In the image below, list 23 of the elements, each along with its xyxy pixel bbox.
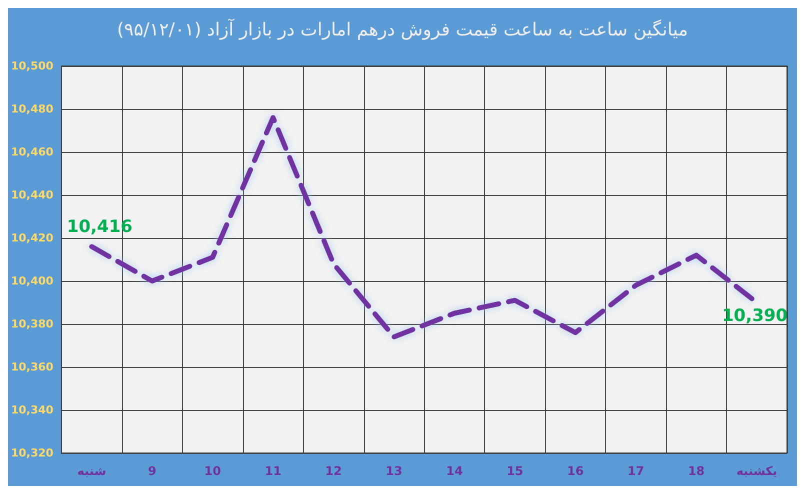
x-tick-label: 15 — [506, 464, 524, 478]
x-tick-label: 16 — [567, 464, 584, 478]
x-tick-label: 9 — [148, 464, 156, 478]
x-tick-label: 13 — [386, 464, 402, 478]
x-tick-label: 11 — [264, 464, 282, 478]
x-tick-label: 17 — [627, 464, 644, 478]
chart-title: میانگین ساعت به ساعت قیمت فروش درهم امارات در بازار آزاد (۹۵/۱۲/۰۱) — [117, 18, 688, 40]
y-tick-label: 10,340 — [10, 404, 54, 416]
y-tick-label: 10,380 — [10, 318, 54, 330]
x-tick-label: 14 — [446, 464, 463, 478]
y-tick-label: 10,320 — [10, 446, 54, 460]
x-tick-label: 18 — [688, 464, 705, 478]
y-tick-label: 10,480 — [10, 102, 54, 116]
y-tick-label: 10,500 — [10, 60, 54, 72]
x-tick-label: 12 — [325, 464, 342, 478]
y-tick-label: 10,460 — [10, 146, 54, 158]
x-tick-label: شنبه — [77, 464, 106, 478]
y-tick-label: 10,440 — [10, 188, 54, 202]
x-tick-label: یکشنبه — [736, 464, 778, 478]
x-tick-label: 10 — [204, 464, 221, 478]
y-tick-label: 10,400 — [10, 274, 54, 288]
y-tick-label: 10,420 — [10, 232, 54, 244]
y-tick-label: 10,360 — [10, 360, 54, 374]
